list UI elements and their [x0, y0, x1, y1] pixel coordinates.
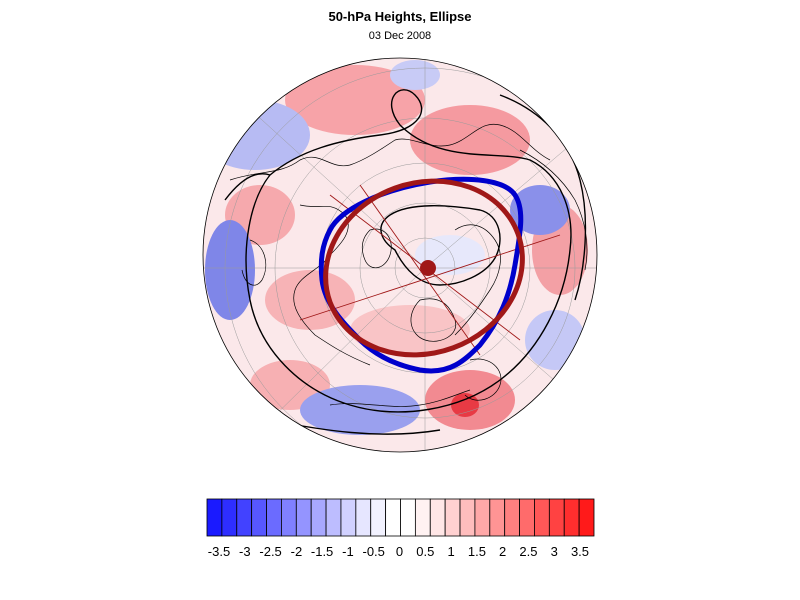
positive-anomaly-patch: [410, 105, 530, 175]
colorbar-tick-label: -1.5: [311, 544, 333, 559]
colorbar-box: [221, 498, 238, 537]
colorbar-box: [459, 498, 476, 537]
colorbar-box: [578, 498, 595, 537]
colorbar-box: [444, 498, 461, 537]
colorbar-box: [281, 498, 297, 537]
colorbar-tick-label: -1: [342, 544, 354, 559]
map-date: 03 Dec 2008: [368, 30, 432, 42]
fitted-ellipse: [323, 178, 525, 358]
colorbar-box: [534, 498, 550, 537]
colorbar-tick-label: 1: [447, 544, 454, 559]
colorbar-box: [370, 498, 387, 537]
negative-anomaly-patch: [510, 185, 570, 235]
colorbar-box: [414, 498, 431, 537]
colorbar-tick-label: -2: [291, 544, 303, 559]
negative-anomaly-patch: [205, 220, 255, 320]
colorbar-box: [563, 498, 580, 537]
colorbar-box: [236, 498, 253, 537]
anomaly-field: [203, 58, 597, 452]
colorbar-box: [385, 498, 401, 537]
colorbar-box: [206, 498, 223, 537]
colorbar-tick-label: -3.5: [208, 544, 230, 559]
colorbar-tick-label: 2: [499, 544, 506, 559]
colorbar-tick-label: 3: [551, 544, 558, 559]
colorbar-box: [295, 498, 312, 537]
colorbar-box: [400, 498, 416, 537]
colorbar-box: [251, 498, 267, 537]
colorbar-tick-label: 0: [396, 544, 403, 559]
colorbar-box: [325, 498, 342, 537]
colorbar-box: [548, 498, 565, 537]
colorbar-box: [474, 498, 491, 537]
coastlines: [229, 123, 588, 407]
colorbar-box: [310, 498, 327, 537]
colorbar-tick-label: 0.5: [416, 544, 434, 559]
colorbar-tick-label: -3: [239, 544, 251, 559]
colorbar-tick-label: 3.5: [571, 544, 589, 559]
colorbar-box: [355, 498, 372, 537]
colorbar-tick-label: 2.5: [519, 544, 537, 559]
map-title: 50-hPa Heights, Ellipse: [328, 9, 472, 24]
colorbar-boxes: [206, 498, 595, 537]
map-boundary: [202, 57, 598, 453]
colorbar-box: [519, 498, 535, 537]
vortex-centroid-marker: [420, 260, 436, 276]
colorbar-box: [489, 498, 506, 537]
positive-anomaly-patch: [265, 270, 355, 330]
positive-anomaly-patch: [285, 65, 425, 135]
colorbar-box: [340, 498, 357, 537]
colorbar-box: [504, 498, 520, 537]
colorbar-box: [429, 498, 446, 537]
colorbar-tick-label: 1.5: [468, 544, 486, 559]
positive-anomaly-patch: [350, 305, 470, 355]
colorbar-tick-label: -2.5: [259, 544, 281, 559]
strong-positive-anomaly: [451, 393, 479, 417]
colorbar-tick-labels: -3.5 -3 -2.5 -2 -1.5 -1 -0.5 0 0.5 1 1.5 2 2.5 3 3.5: [208, 544, 589, 559]
colorbar-box: [266, 498, 282, 537]
negative-anomaly-patch: [390, 60, 440, 90]
colorbar-tick-label: -0.5: [362, 544, 384, 559]
